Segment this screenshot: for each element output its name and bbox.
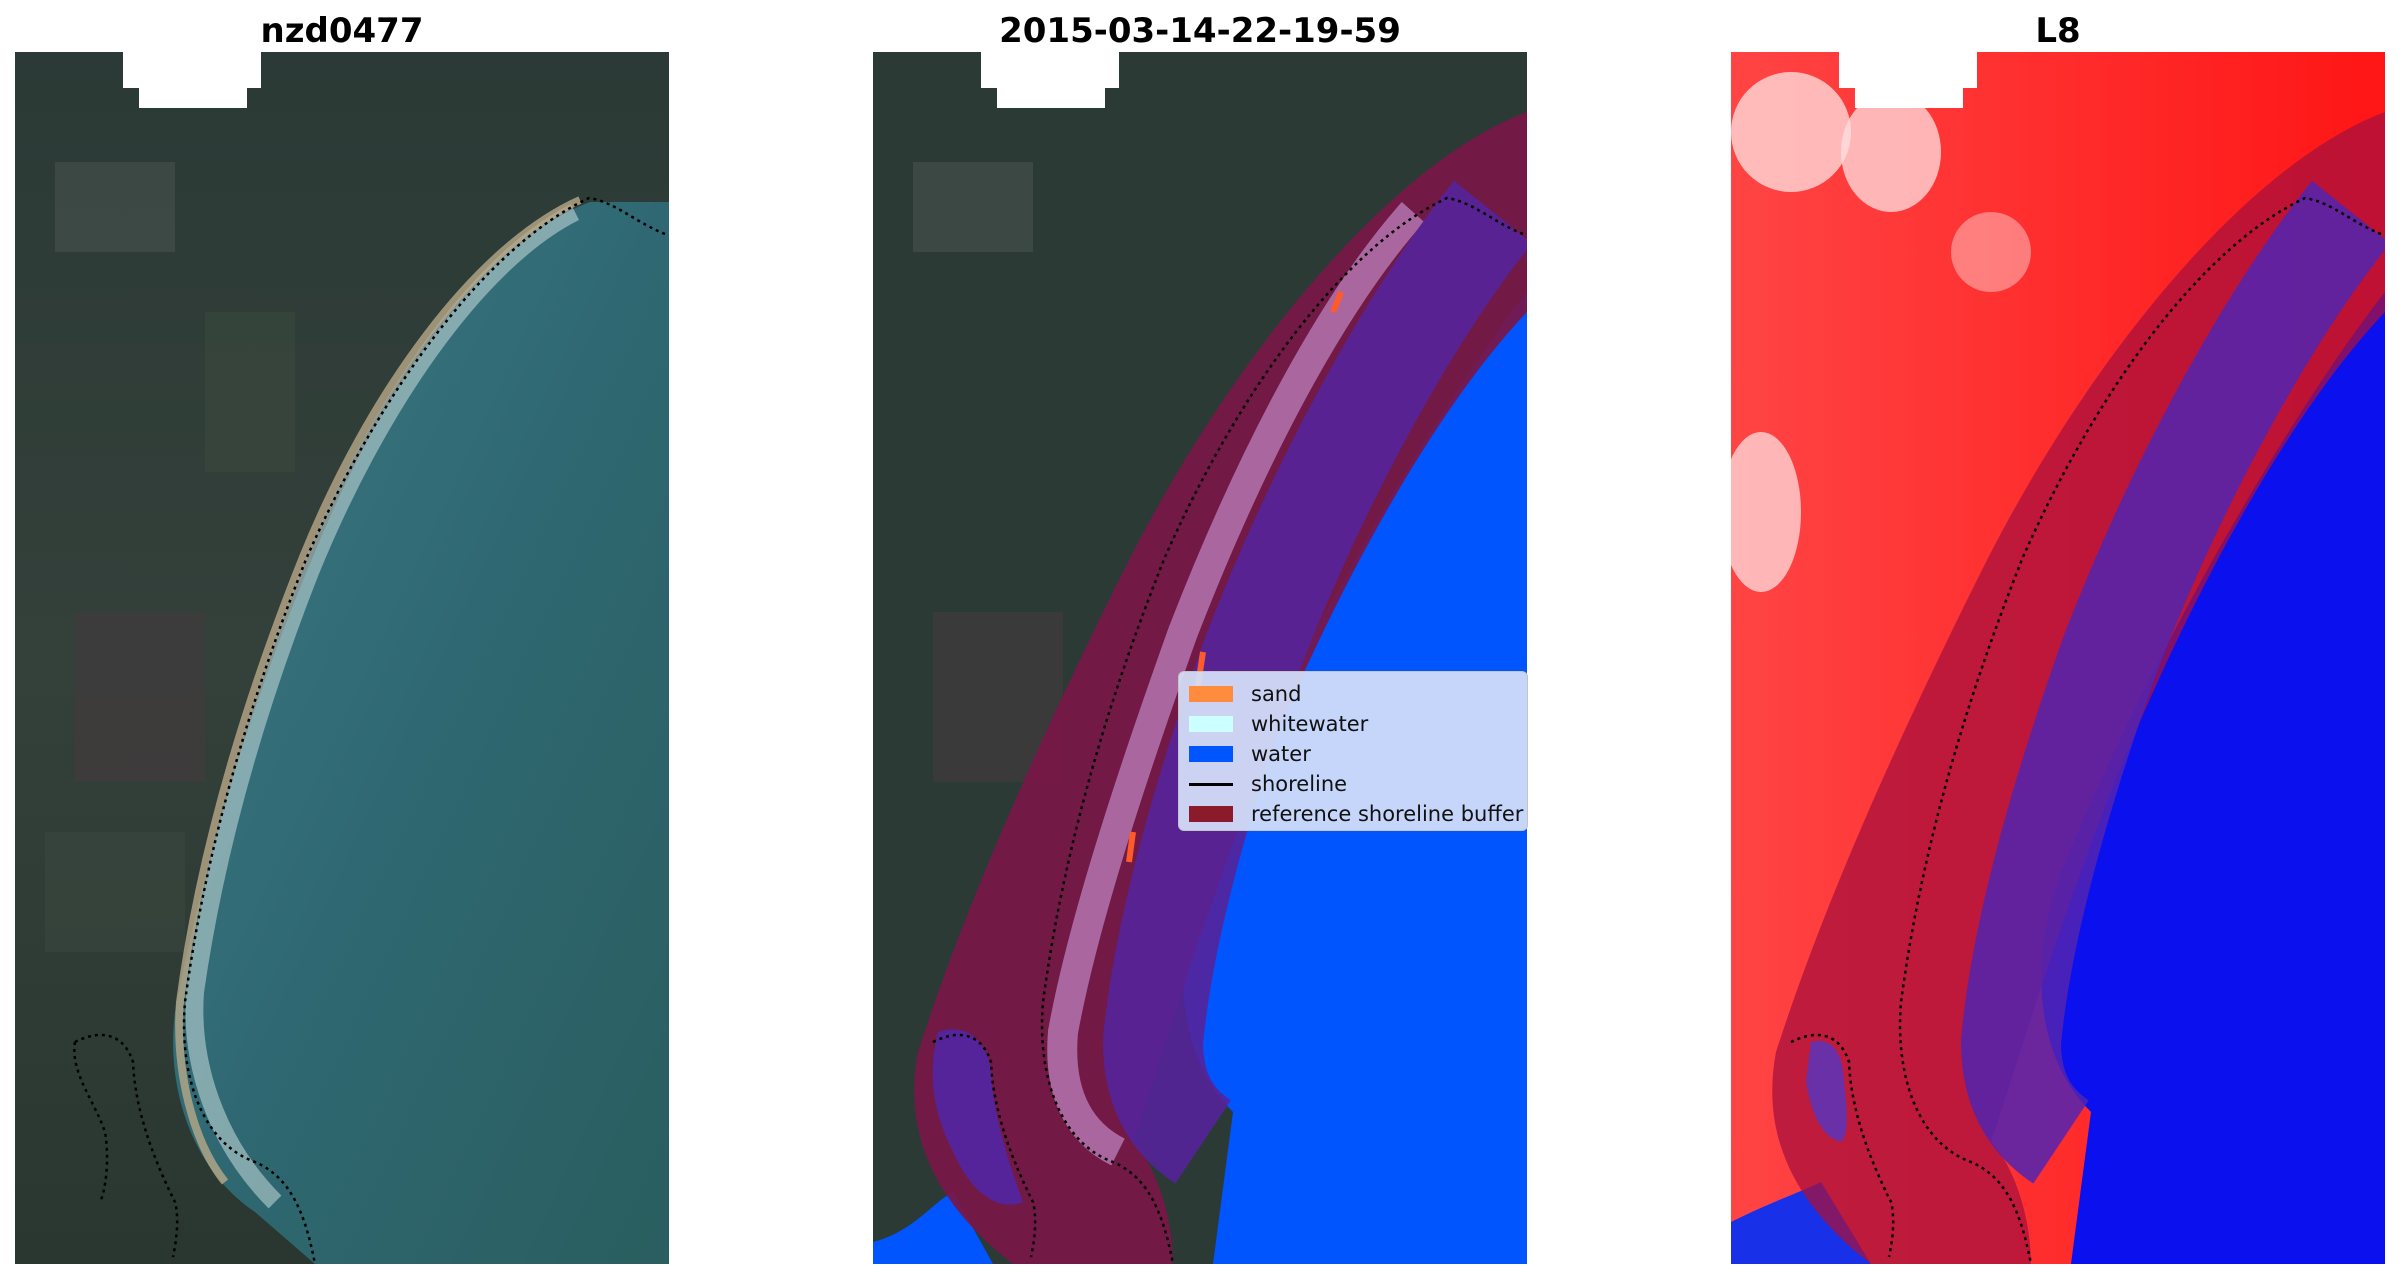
legend-item-water: water	[1189, 739, 1517, 769]
panel-title-rgb: nzd0477	[260, 11, 424, 51]
panel-title-index: L8	[2035, 11, 2081, 51]
legend-label-water: water	[1251, 742, 1311, 766]
legend-swatch-buffer	[1189, 806, 1233, 822]
legend-swatch-whitewater	[1189, 716, 1233, 732]
classified-image	[873, 52, 1527, 1264]
legend-item-buffer: reference shoreline buffer	[1189, 799, 1523, 829]
legend-label-shoreline: shoreline	[1251, 772, 1348, 796]
index-image	[1731, 52, 2385, 1264]
legend-swatch-sand	[1189, 686, 1233, 702]
legend-item-whitewater: whitewater	[1189, 709, 1517, 739]
rgb-satellite-image	[15, 52, 669, 1264]
legend-item-shoreline: shoreline	[1189, 769, 1517, 799]
legend-item-sand: sand	[1189, 679, 1517, 709]
panel-title-classified: 2015-03-14-22-19-59	[999, 11, 1401, 51]
legend-swatch-water	[1189, 746, 1233, 762]
legend-label-whitewater: whitewater	[1251, 712, 1369, 736]
legend-swatch-shoreline	[1189, 782, 1233, 786]
legend: sand whitewater water shoreline referenc…	[1178, 671, 1528, 831]
legend-label-buffer: reference shoreline buffer	[1251, 802, 1524, 826]
legend-label-sand: sand	[1251, 682, 1302, 706]
